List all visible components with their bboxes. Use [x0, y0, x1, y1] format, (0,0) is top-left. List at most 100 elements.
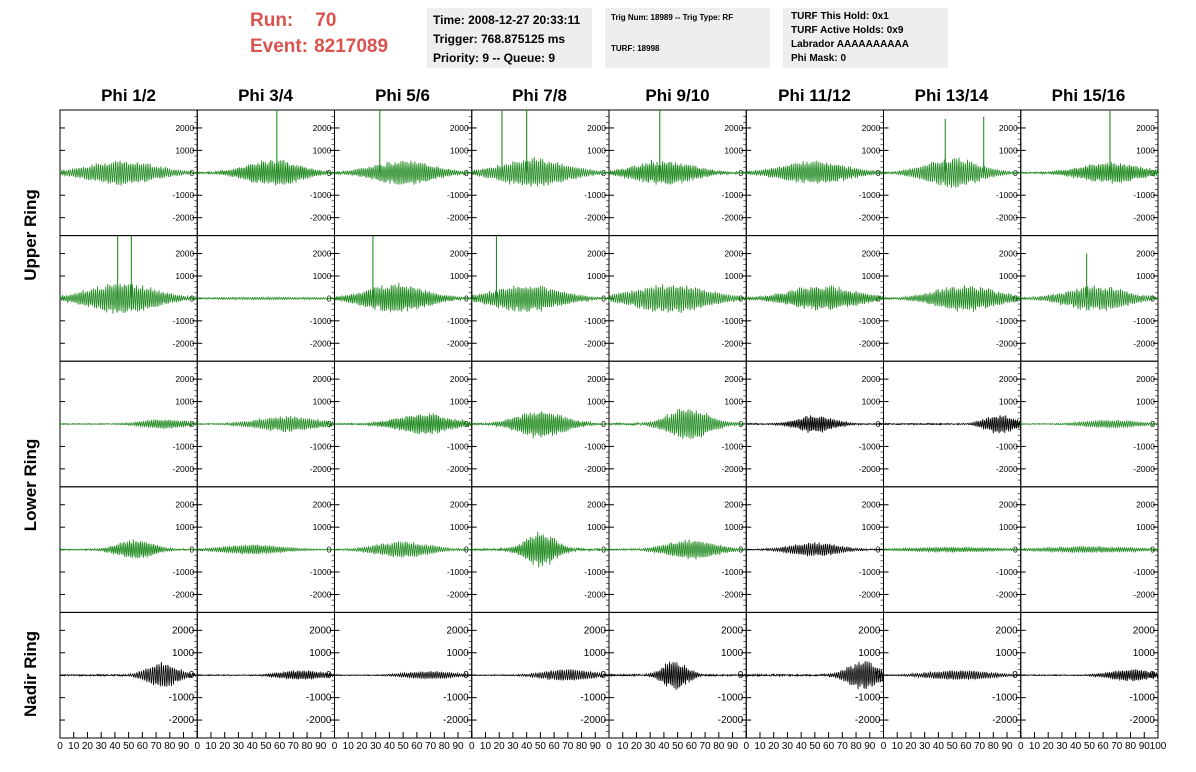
y-tick-label: 2000	[313, 374, 332, 384]
y-tick-label: 1000	[313, 522, 332, 532]
column-label-phi-7-8: Phi 7/8	[512, 86, 567, 105]
column-label-phi-5-6: Phi 5/6	[375, 86, 430, 105]
y-tick-label: -2000	[447, 589, 469, 599]
y-tick-label: -2000	[859, 589, 881, 599]
y-tick-label: 0	[190, 293, 195, 303]
trigger-text: Trigger: 768.875125 ms	[433, 32, 566, 46]
x-tick-label: 30	[782, 741, 794, 752]
y-tick-label: -2000	[859, 464, 881, 474]
y-tick-label: -2000	[722, 464, 744, 474]
waveform-trace	[883, 284, 1022, 312]
waveform-trace	[1020, 545, 1159, 554]
y-tick-label: 1000	[721, 648, 744, 659]
y-tick-label: -1000	[1129, 693, 1155, 704]
y-tick-label: 1000	[309, 648, 332, 659]
x-tick-label: 60	[823, 741, 835, 752]
x-tick-label: 80	[850, 741, 862, 752]
y-tick-label: -1000	[447, 316, 469, 326]
event-row: Event: 8217089	[250, 34, 388, 60]
y-tick-label: -2000	[443, 715, 469, 726]
x-tick-label: 20	[219, 741, 231, 752]
y-tick-label: -2000	[173, 213, 195, 223]
waveform-trace	[1020, 419, 1159, 429]
waveform-trace	[334, 413, 473, 435]
y-tick-label: 2000	[1136, 123, 1155, 133]
y-tick-label: 1000	[587, 522, 606, 532]
y-tick-label: -1000	[580, 693, 606, 704]
x-tick-label: 80	[164, 741, 176, 752]
y-tick-label: 1000	[172, 648, 195, 659]
x-tick-label: 10	[343, 741, 355, 752]
waveform-trace	[334, 160, 473, 185]
y-tick-label: 1000	[996, 648, 1019, 659]
x-tick-label: 90	[452, 741, 464, 752]
y-tick-label: -2000	[722, 213, 744, 223]
x-tick-label: 10	[754, 741, 766, 752]
x-tick-label: 40	[521, 741, 533, 752]
y-tick-label: -1000	[1133, 441, 1155, 451]
y-tick-label: 1000	[724, 522, 743, 532]
waveform-trace	[471, 285, 610, 312]
priority-text: Priority: 9 -- Queue: 9	[433, 51, 556, 65]
x-tick-label: 0	[194, 741, 200, 752]
y-tick-label: -1000	[992, 693, 1018, 704]
y-tick-label: -2000	[859, 338, 881, 348]
x-tick-label: 50	[947, 741, 959, 752]
x-tick-label: 0	[743, 741, 749, 752]
time-info-box: Time: 2008-12-27 20:33:11 Trigger: 768.8…	[427, 8, 592, 68]
y-tick-label: -1000	[996, 316, 1018, 326]
x-tick-label: 10	[480, 741, 492, 752]
x-tick-label: 60	[1098, 741, 1110, 752]
y-tick-label: -1000	[584, 441, 606, 451]
x-tick-label: 70	[1111, 741, 1123, 752]
x-tick-label: 30	[96, 741, 108, 752]
y-tick-label: -1000	[1133, 567, 1155, 577]
y-tick-label: 2000	[309, 625, 332, 636]
x-tick-label: 90	[1001, 741, 1013, 752]
waveform-trace	[197, 415, 335, 433]
x-tick-label: 60	[411, 741, 423, 752]
waveform-trace	[608, 159, 747, 185]
waveform-trace	[745, 542, 884, 557]
waveform-trace	[745, 415, 884, 433]
y-tick-label: 1000	[175, 397, 194, 407]
waveform-trace	[745, 661, 884, 690]
column-label-phi-3-4: Phi 3/4	[238, 86, 293, 105]
y-tick-label: 1000	[313, 271, 332, 281]
y-tick-label: -2000	[173, 589, 195, 599]
y-tick-label: -2000	[584, 213, 606, 223]
y-tick-label: 0	[1012, 670, 1018, 681]
y-tick-label: -1000	[310, 190, 332, 200]
y-tick-label: -2000	[1133, 338, 1155, 348]
y-tick-label: 2000	[999, 249, 1018, 259]
y-tick-label: -1000	[310, 316, 332, 326]
waveform-trace	[883, 415, 1022, 434]
time-text: Time: 2008-12-27 20:33:11	[433, 13, 581, 27]
waveform-trace	[608, 661, 747, 691]
y-tick-label: -2000	[310, 213, 332, 223]
x-tick-label: 40	[933, 741, 945, 752]
y-tick-label: 1000	[313, 145, 332, 155]
y-tick-label: -1000	[859, 316, 881, 326]
x-tick-label: 90	[1139, 741, 1151, 752]
y-tick-label: 2000	[587, 500, 606, 510]
y-tick-label: 1000	[862, 145, 881, 155]
y-tick-label: 2000	[862, 374, 881, 384]
y-tick-label: -1000	[306, 693, 332, 704]
y-tick-label: -1000	[310, 567, 332, 577]
y-tick-label: -1000	[173, 190, 195, 200]
y-tick-label: -2000	[169, 715, 195, 726]
y-tick-label: 2000	[862, 500, 881, 510]
y-tick-label: -1000	[996, 441, 1018, 451]
y-tick-label: 2000	[175, 374, 194, 384]
waveform-trace	[197, 543, 335, 555]
waveform-trace	[59, 283, 198, 314]
y-tick-label: -2000	[580, 715, 606, 726]
column-label-phi-13-14: Phi 13/14	[914, 86, 989, 105]
turf-text: TURF: 18998	[611, 44, 660, 53]
waveform-trace	[471, 669, 610, 681]
y-tick-label: 2000	[1133, 625, 1156, 636]
waveform-trace	[197, 159, 335, 186]
column-label-phi-1-2: Phi 1/2	[101, 86, 156, 105]
